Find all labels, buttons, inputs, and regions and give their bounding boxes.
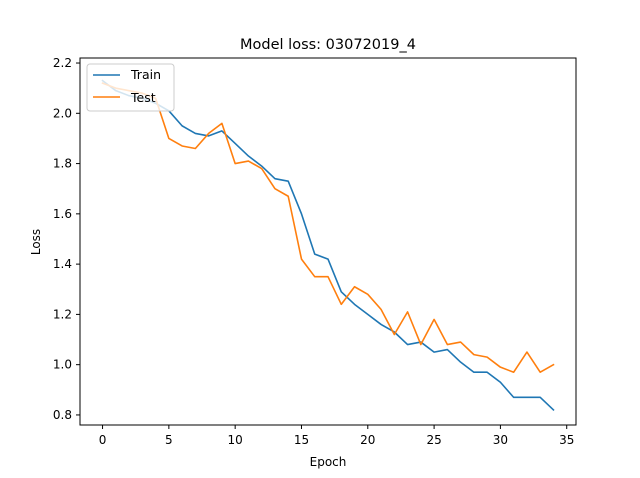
x-tick-label: 35 [559,433,574,447]
y-axis: 0.8 1.0 1.2 1.4 1.6 1.8 2.0 2.2 [53,56,80,422]
y-tick-label: 1.8 [53,157,72,171]
y-axis-title: Loss [29,229,43,255]
legend-label-test: Test [130,90,156,105]
y-tick-label: 2.0 [53,106,72,120]
y-tick-label: 1.0 [53,358,72,372]
legend: Train Test [86,63,175,112]
x-tick-label: 15 [294,433,309,447]
y-tick-label: 1.2 [53,307,72,321]
x-tick-label: 0 [99,433,107,447]
x-tick-label: 20 [360,433,375,447]
legend-label-train: Train [130,67,161,82]
x-axis-title: Epoch [310,455,347,469]
y-tick-label: 0.8 [53,408,72,422]
x-axis: 0 5 10 15 20 25 30 35 [99,425,574,447]
axes-frame [79,57,577,426]
y-tick-label: 1.4 [53,257,72,271]
x-tick-label: 30 [493,433,508,447]
axes-background [80,58,576,425]
x-tick-label: 5 [165,433,173,447]
plot-area [79,57,577,426]
y-tick-label: 1.6 [53,207,72,221]
chart-title: Model loss: 03072019_4 [240,37,416,53]
x-tick-label: 25 [426,433,441,447]
series-line-train [101,79,555,412]
series-layer [101,79,555,412]
y-tick-label: 2.2 [53,56,72,70]
series-line-test [101,82,555,374]
x-tick-label: 10 [228,433,243,447]
